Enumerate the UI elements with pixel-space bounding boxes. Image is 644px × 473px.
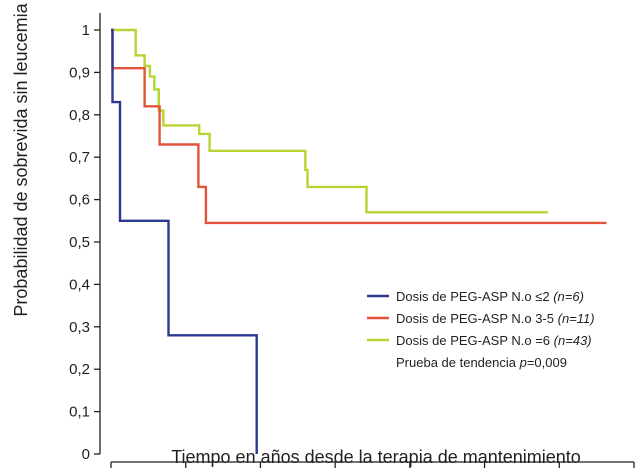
trend-test-annotation: Prueba de tendencia p=0,009 bbox=[396, 355, 567, 370]
x-tick-label: 6 bbox=[555, 471, 563, 473]
x-tick-label: 1 bbox=[182, 471, 190, 473]
legend-label-2: Dosis de PEG-ASP N.o =6 (n=43) bbox=[396, 333, 592, 348]
x-tick-label: 7 bbox=[630, 471, 638, 473]
y-tick-label: 0 bbox=[82, 446, 90, 463]
y-tick-label: 0,6 bbox=[69, 192, 90, 209]
x-axis: 0 1 2 3 4 5 6 7 bbox=[107, 461, 638, 473]
x-tick-label: 2 bbox=[256, 471, 264, 473]
legend-item-1: Dosis de PEG-ASP N.o 3-5 (n=11) bbox=[367, 311, 595, 326]
legend-item-0: Dosis de PEG-ASP N.o ≤2 (n=6) bbox=[367, 289, 584, 304]
legend-item-2: Dosis de PEG-ASP N.o =6 (n=43) bbox=[367, 333, 592, 348]
x-tick-label: 4 bbox=[406, 471, 414, 473]
x-tick-label: 3 bbox=[331, 471, 339, 473]
legend-label-0: Dosis de PEG-ASP N.o ≤2 (n=6) bbox=[396, 289, 584, 304]
y-axis-label: Probabilidad de sobrevida sin leucemia bbox=[11, 2, 31, 316]
y-tick-label: 1 bbox=[82, 22, 90, 39]
series-layer bbox=[111, 28, 607, 454]
legend: Dosis de PEG-ASP N.o ≤2 (n=6) Dosis de P… bbox=[367, 289, 595, 370]
series-line-2 bbox=[111, 28, 549, 214]
y-tick-label: 0,2 bbox=[69, 361, 90, 378]
series-line-0 bbox=[111, 28, 258, 454]
y-tick-label: 0,1 bbox=[69, 404, 90, 421]
y-tick-label: 0,5 bbox=[69, 234, 90, 251]
y-axis: 0 0,1 0,2 0,3 0,4 0,5 0,6 0,7 0,8 0,9 1 bbox=[69, 13, 101, 463]
x-axis-label: Tiempo en años desde la terapia de mante… bbox=[171, 447, 581, 467]
y-tick-label: 0,8 bbox=[69, 107, 90, 124]
x-tick-label: 5 bbox=[480, 471, 488, 473]
x-tick-label: 0 bbox=[107, 471, 115, 473]
y-tick-label: 0,3 bbox=[69, 319, 90, 336]
y-tick-label: 0,9 bbox=[69, 64, 90, 81]
legend-label-1: Dosis de PEG-ASP N.o 3-5 (n=11) bbox=[396, 311, 595, 326]
y-tick-label: 0,4 bbox=[69, 276, 90, 293]
y-tick-label: 0,7 bbox=[69, 149, 90, 166]
